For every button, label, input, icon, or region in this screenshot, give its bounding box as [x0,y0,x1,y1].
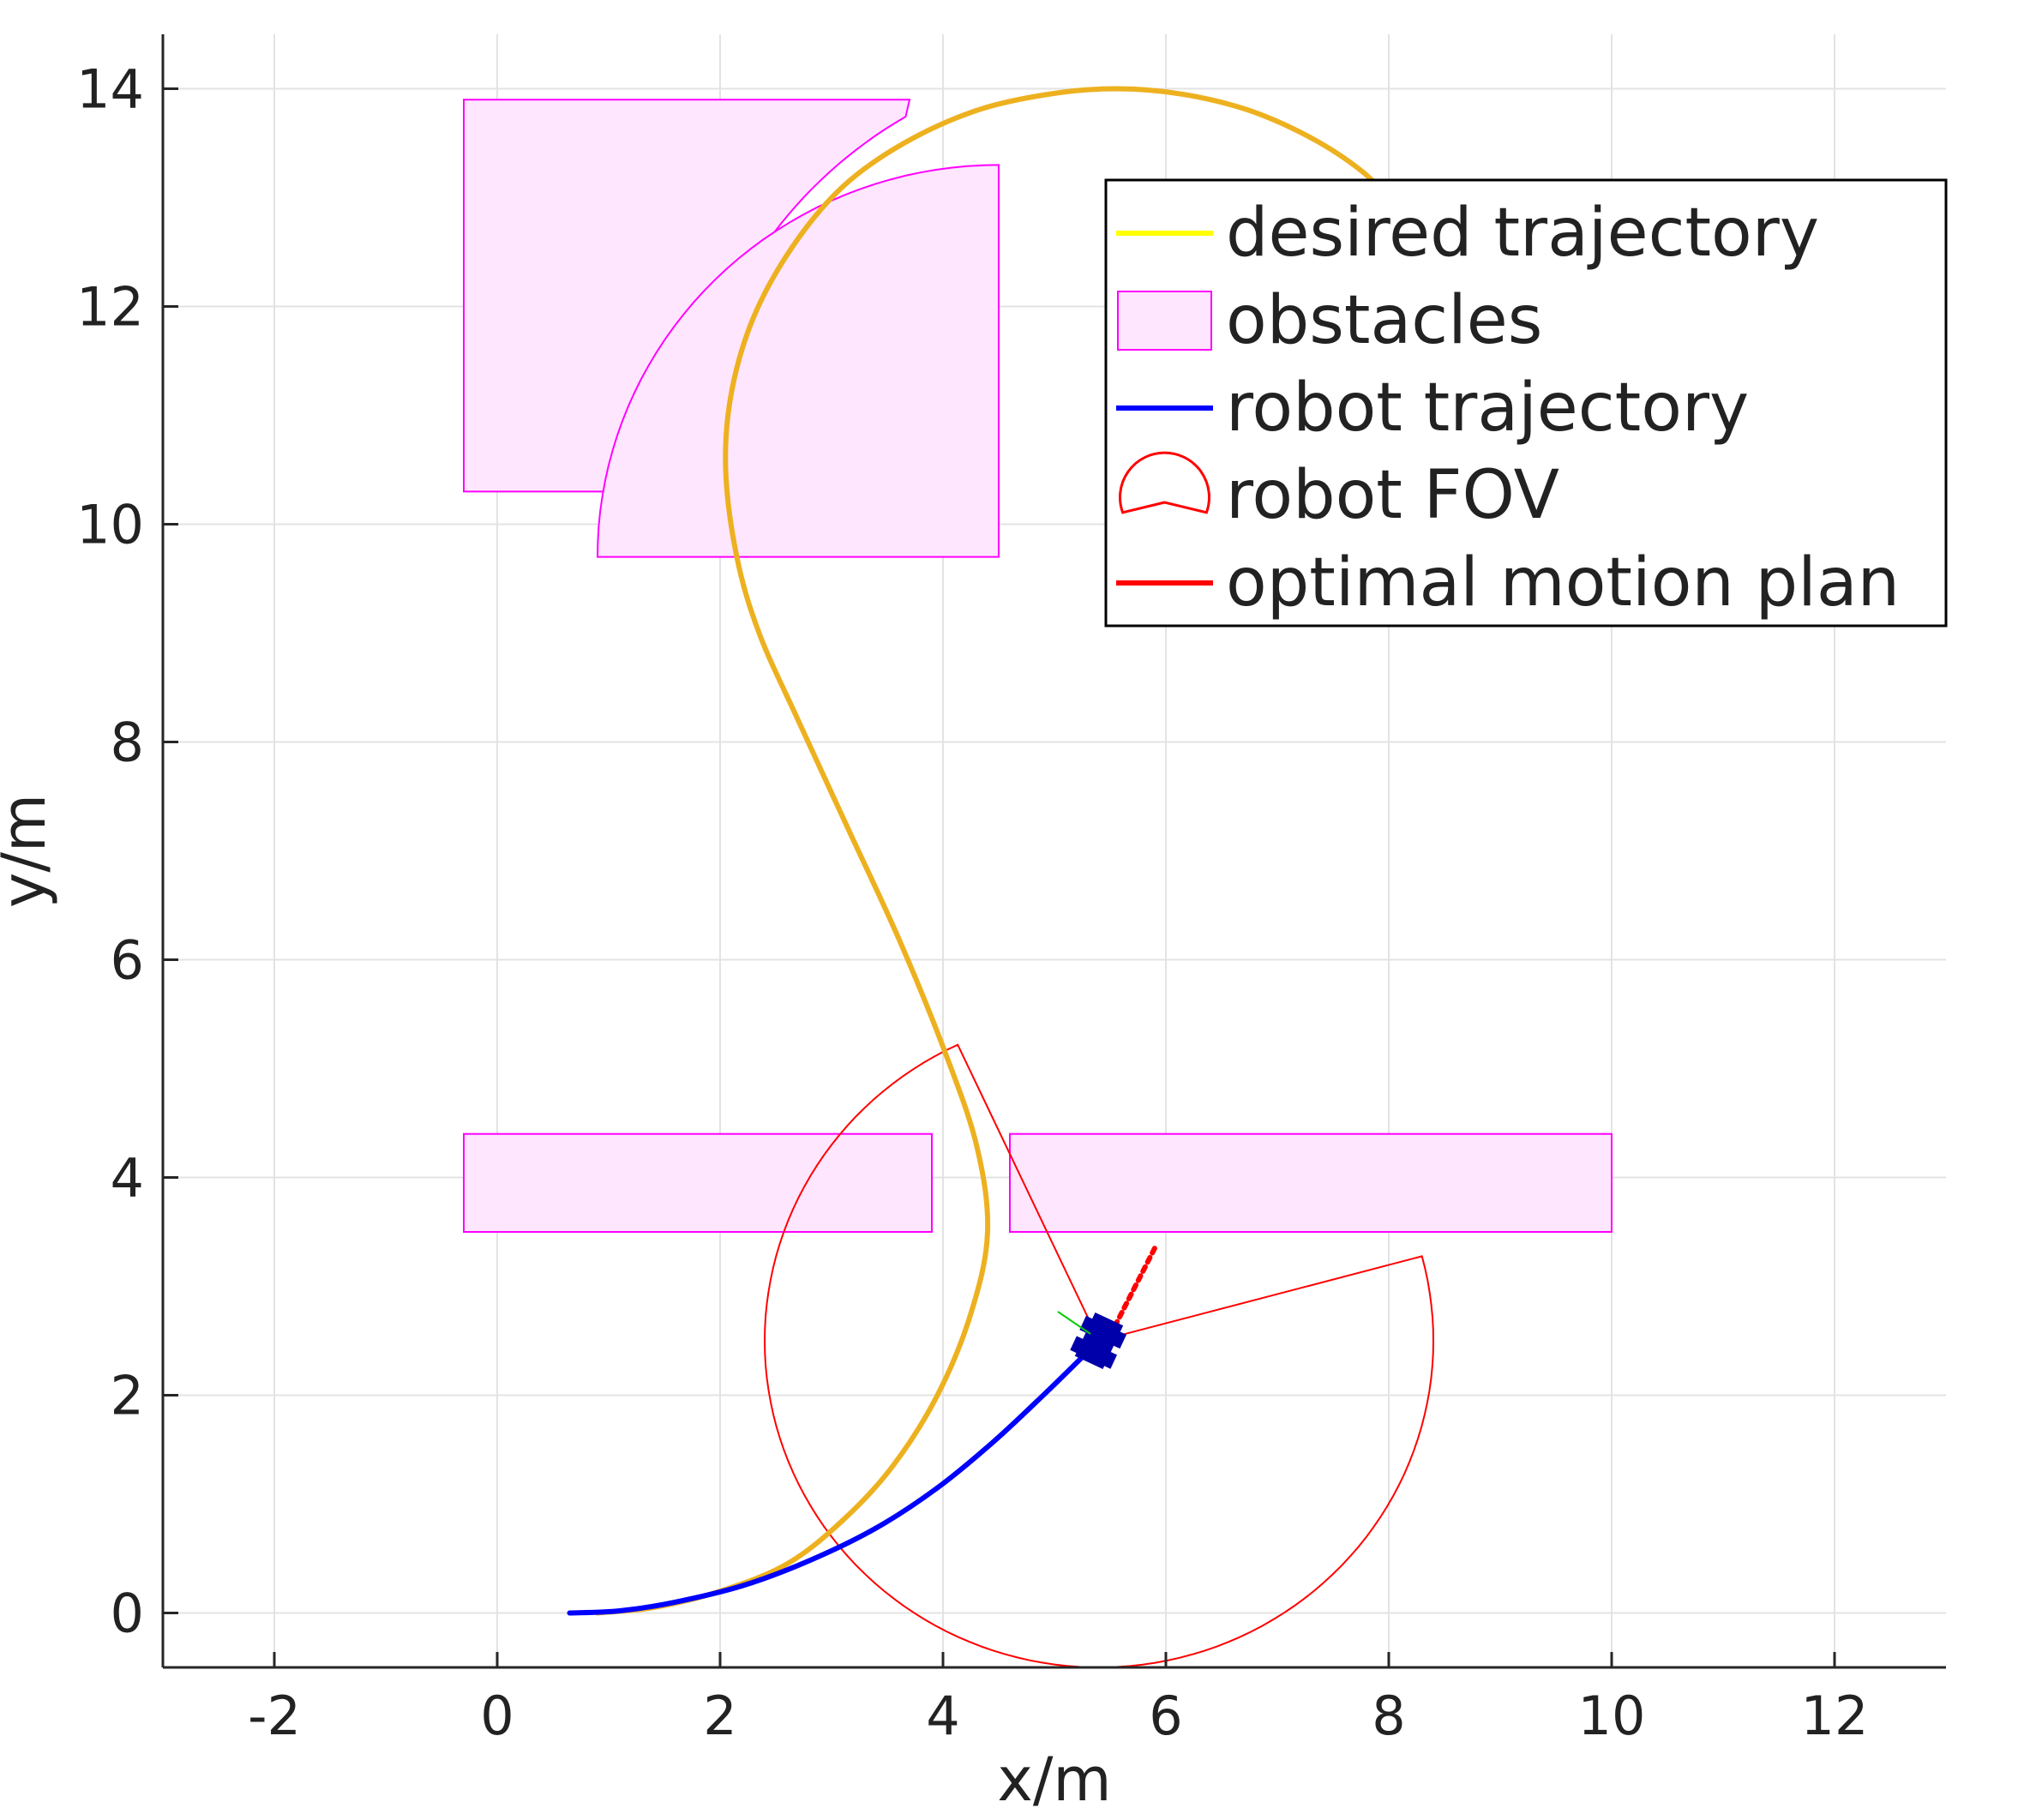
y-tick-label: 14 [76,58,144,121]
obstacles-layer [463,99,1613,1233]
series-desired-trajectory [595,86,1402,1616]
series-robot-trajectory [567,1354,1085,1616]
y-tick-label: 6 [111,929,144,992]
obstacle-rect [1009,1132,1613,1233]
robot-wheel [1070,1336,1084,1354]
fov-sector [763,1043,1435,1668]
legend-box [1104,178,1948,628]
robot-fov-layer [763,1043,1435,1668]
y-tick-label: 2 [111,1365,144,1427]
x-axis-label: x/m [997,1745,1111,1815]
tick-labels: -2 0 2 4 6 8 10 12 0 2 4 6 8 10 12 14 [76,58,1868,1748]
series-optimal-motion-plan [1108,1246,1157,1338]
y-tick-label: 4 [111,1147,144,1210]
y-tick-label: 12 [76,276,144,339]
x-tick-label: 8 [1372,1685,1405,1747]
x-tick-label: 2 [703,1685,736,1747]
legend-swatch-fov [1119,451,1210,514]
axes [161,34,1946,1669]
x-tick-label: 4 [926,1685,959,1747]
legend: desired trajectory obstacles robot traject… [1104,178,1948,628]
x-tick-label: 6 [1149,1685,1182,1747]
legend-label-fov: robot FOV [1226,457,1559,534]
y-tick-label: 0 [111,1583,144,1645]
legend-label-desired: desired trajectory [1226,195,1819,272]
robot-marker [1070,1312,1127,1369]
y-axis-label: y/m [0,794,59,908]
x-tick-label: 0 [480,1685,514,1747]
obstacle-quarter-sector [596,164,1000,558]
x-tick-label: 12 [1801,1685,1869,1747]
series-layer [567,86,1402,1616]
robot-wheel [1112,1330,1127,1349]
robot-heading-tick [1057,1311,1091,1335]
robot-body [1074,1312,1124,1369]
x-tick-label: 10 [1578,1685,1646,1747]
legend-swatch-obstacles [1117,291,1212,351]
obstacle-rect [463,1132,933,1233]
legend-label-robot: robot trajectory [1226,369,1749,447]
legend-label-plan: optimal motion plan [1226,544,1900,622]
robot-marker-layer [1057,1311,1127,1369]
legend-label-obstacles: obstacles [1226,282,1542,359]
x-tick-label: -2 [248,1685,301,1747]
y-tick-label: 10 [76,494,144,556]
y-tick-label: 8 [111,712,144,774]
robot-wheel [1102,1351,1118,1369]
